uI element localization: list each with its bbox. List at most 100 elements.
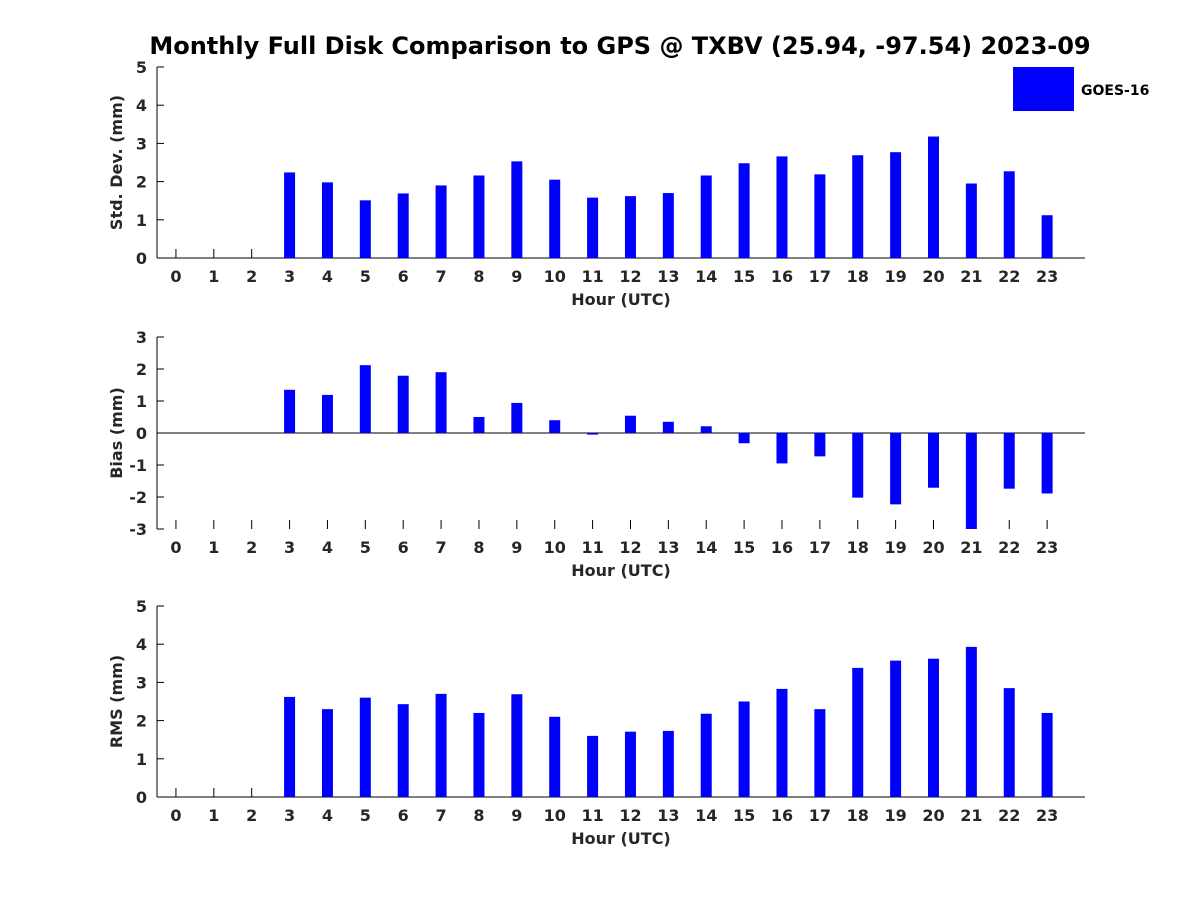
std-dev-xtick-label: 19 xyxy=(884,267,906,286)
bias-bar xyxy=(587,433,599,435)
std-dev-xtick-label: 5 xyxy=(360,267,371,286)
bias-y-axis-label: Bias (mm) xyxy=(107,387,126,479)
bias-bar xyxy=(624,415,636,433)
rms-bar xyxy=(587,735,599,797)
bias-xtick-label: 17 xyxy=(809,538,831,557)
rms-xtick-label: 11 xyxy=(581,806,603,825)
std-dev-bar xyxy=(776,156,788,258)
rms-xtick-label: 22 xyxy=(998,806,1020,825)
std-dev-xtick-label: 23 xyxy=(1036,267,1058,286)
bias-bar xyxy=(927,433,939,488)
rms-ytick-label: 4 xyxy=(136,635,147,654)
legend-swatch xyxy=(1013,67,1074,111)
rms-ytick-label: 0 xyxy=(136,788,147,807)
bias-bar xyxy=(435,372,447,433)
std-dev-ytick-label: 2 xyxy=(136,173,147,192)
rms-ytick-label: 2 xyxy=(136,712,147,731)
std-dev-bar xyxy=(624,196,636,258)
rms-xtick-label: 8 xyxy=(473,806,484,825)
rms-bar xyxy=(435,693,447,797)
std-dev-xtick-label: 4 xyxy=(322,267,333,286)
rms-xtick-label: 5 xyxy=(360,806,371,825)
bias-bar xyxy=(965,433,977,529)
bias-x-axis-label: Hour (UTC) xyxy=(571,561,671,580)
rms-xtick-label: 9 xyxy=(511,806,522,825)
bias-bar xyxy=(852,433,864,498)
bias-xtick-label: 3 xyxy=(284,538,295,557)
bias-xtick-label: 2 xyxy=(246,538,257,557)
std-dev-xtick-label: 13 xyxy=(657,267,679,286)
rms-xtick-label: 1 xyxy=(208,806,219,825)
rms-y-axis-label: RMS (mm) xyxy=(107,655,126,748)
bias-xtick-label: 6 xyxy=(398,538,409,557)
bias-xtick-label: 14 xyxy=(695,538,717,557)
rms-bar xyxy=(890,660,902,797)
bias-xtick-label: 12 xyxy=(619,538,641,557)
std-dev-xtick-label: 14 xyxy=(695,267,717,286)
bias-bar xyxy=(814,433,826,457)
bias-xtick-label: 23 xyxy=(1036,538,1058,557)
bias-bar xyxy=(1003,433,1015,489)
rms-bar xyxy=(700,713,712,797)
rms-bar xyxy=(1041,712,1053,797)
std-dev-xtick-label: 9 xyxy=(511,267,522,286)
std-dev-bar xyxy=(473,175,485,258)
bias-xtick-label: 22 xyxy=(998,538,1020,557)
std-dev-xtick-label: 6 xyxy=(398,267,409,286)
std-dev-bar xyxy=(1003,171,1015,258)
std-dev-bar xyxy=(284,172,296,258)
bias-bar xyxy=(890,433,902,505)
rms-xtick-label: 0 xyxy=(170,806,181,825)
rms-bar xyxy=(359,697,371,797)
std-dev-ytick-label: 3 xyxy=(136,134,147,153)
rms-ytick-label: 3 xyxy=(136,673,147,692)
bias-ytick-label: -1 xyxy=(129,456,147,475)
bias-bar xyxy=(397,375,409,433)
std-dev-ytick-label: 1 xyxy=(136,211,147,230)
bias-bar xyxy=(776,433,788,464)
rms-xtick-label: 7 xyxy=(436,806,447,825)
std-dev-xtick-label: 17 xyxy=(809,267,831,286)
rms-xtick-label: 21 xyxy=(960,806,982,825)
bias-xtick-label: 19 xyxy=(884,538,906,557)
bias-xtick-label: 10 xyxy=(544,538,566,557)
std-dev-bar xyxy=(965,183,977,258)
std-dev-xtick-label: 22 xyxy=(998,267,1020,286)
rms-bar xyxy=(662,730,674,797)
std-dev-bar xyxy=(852,155,864,258)
bias-xtick-label: 15 xyxy=(733,538,755,557)
bias-xtick-label: 0 xyxy=(170,538,181,557)
rms-bar xyxy=(549,716,561,797)
bias-xtick-label: 11 xyxy=(581,538,603,557)
std-dev-xtick-label: 3 xyxy=(284,267,295,286)
std-dev-xtick-label: 8 xyxy=(473,267,484,286)
rms-xtick-label: 19 xyxy=(884,806,906,825)
bias-bar xyxy=(549,420,561,433)
rms-bar xyxy=(284,696,296,797)
rms-bar xyxy=(397,704,409,797)
rms-bar xyxy=(927,658,939,797)
std-dev-ytick-label: 0 xyxy=(136,249,147,268)
std-dev-y-axis-label: Std. Dev. (mm) xyxy=(107,95,126,230)
bias-ytick-label: 2 xyxy=(136,360,147,379)
rms-bar xyxy=(321,709,333,797)
rms-ytick-label: 5 xyxy=(136,597,147,616)
std-dev-ytick-label: 5 xyxy=(136,58,147,77)
rms-bar xyxy=(1003,688,1015,797)
rms-bar xyxy=(814,709,826,797)
bias-ytick-label: 1 xyxy=(136,392,147,411)
rms-xtick-label: 4 xyxy=(322,806,333,825)
bias-xtick-label: 13 xyxy=(657,538,679,557)
std-dev-bar xyxy=(587,197,599,258)
std-dev-xtick-label: 10 xyxy=(544,267,566,286)
rms-bar xyxy=(776,688,788,797)
rms-bar xyxy=(473,712,485,797)
rms-xtick-label: 14 xyxy=(695,806,717,825)
